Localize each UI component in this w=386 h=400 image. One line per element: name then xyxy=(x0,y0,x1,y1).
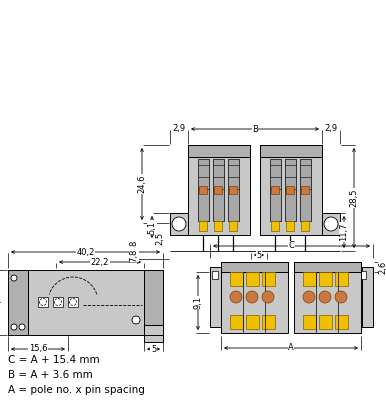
Bar xyxy=(301,186,309,194)
Bar xyxy=(319,315,332,329)
Text: B: B xyxy=(252,124,258,134)
Text: 2,9: 2,9 xyxy=(325,124,338,134)
Circle shape xyxy=(19,324,25,330)
Text: 5: 5 xyxy=(256,250,262,260)
Bar xyxy=(246,272,259,286)
Bar xyxy=(198,159,209,221)
Bar xyxy=(260,145,322,157)
Bar xyxy=(271,221,279,231)
Bar xyxy=(286,221,294,231)
Bar xyxy=(213,159,224,221)
Text: 2,6: 2,6 xyxy=(379,260,386,274)
Bar xyxy=(8,270,28,335)
Text: A: A xyxy=(288,344,294,352)
Bar xyxy=(260,145,322,235)
Text: C = A + 15.4 mm: C = A + 15.4 mm xyxy=(8,355,100,365)
Circle shape xyxy=(324,217,338,231)
Bar xyxy=(303,315,316,329)
Bar xyxy=(53,297,63,307)
Text: 28,5: 28,5 xyxy=(349,189,359,207)
Bar xyxy=(229,186,237,194)
Bar xyxy=(199,221,207,231)
Circle shape xyxy=(262,291,274,303)
Circle shape xyxy=(230,291,242,303)
Text: C: C xyxy=(289,242,295,250)
Bar xyxy=(8,270,163,335)
Bar xyxy=(230,272,243,286)
Text: 40,2: 40,2 xyxy=(76,248,95,256)
Bar xyxy=(262,272,275,286)
Bar xyxy=(322,213,340,235)
Text: 7,8: 7,8 xyxy=(129,239,139,253)
Circle shape xyxy=(11,324,17,330)
Text: B = A + 3.6 mm: B = A + 3.6 mm xyxy=(8,370,93,380)
Bar xyxy=(144,335,163,342)
Bar xyxy=(221,262,288,333)
Circle shape xyxy=(11,275,17,281)
Bar xyxy=(360,271,366,279)
Text: 18,3: 18,3 xyxy=(0,293,2,312)
Bar xyxy=(285,159,296,221)
Bar xyxy=(210,267,221,327)
Text: 22,2: 22,2 xyxy=(91,258,109,266)
Bar xyxy=(38,297,48,307)
Bar xyxy=(188,145,250,235)
Bar xyxy=(144,325,163,335)
Bar xyxy=(271,186,279,194)
Bar xyxy=(294,262,361,272)
Text: 2,5: 2,5 xyxy=(156,232,164,244)
Text: 5,1: 5,1 xyxy=(147,220,156,234)
Bar xyxy=(214,186,222,194)
Circle shape xyxy=(319,291,331,303)
Circle shape xyxy=(303,291,315,303)
Text: 7,8: 7,8 xyxy=(129,248,139,262)
Text: 5: 5 xyxy=(151,344,156,354)
Bar xyxy=(301,221,309,231)
Bar xyxy=(144,270,163,335)
Text: 2,9: 2,9 xyxy=(173,124,186,134)
Bar xyxy=(199,186,207,194)
Bar xyxy=(303,272,316,286)
Bar xyxy=(362,267,373,327)
Text: 15,6: 15,6 xyxy=(29,344,47,354)
Circle shape xyxy=(335,291,347,303)
Bar xyxy=(246,315,259,329)
Bar xyxy=(294,262,361,333)
Bar xyxy=(188,145,250,157)
Bar xyxy=(228,159,239,221)
Bar xyxy=(221,262,288,272)
Bar xyxy=(286,186,294,194)
Text: A = pole no. x pin spacing: A = pole no. x pin spacing xyxy=(8,385,145,395)
Bar xyxy=(300,159,311,221)
Bar xyxy=(230,315,243,329)
Bar xyxy=(214,221,222,231)
Bar xyxy=(335,272,348,286)
Bar xyxy=(229,221,237,231)
Circle shape xyxy=(246,291,258,303)
Text: 9,1: 9,1 xyxy=(193,296,203,309)
Bar xyxy=(212,271,218,279)
Circle shape xyxy=(132,316,140,324)
Bar xyxy=(262,315,275,329)
Text: 24,6: 24,6 xyxy=(137,175,147,193)
Bar xyxy=(68,297,78,307)
Bar xyxy=(170,213,188,235)
Bar xyxy=(270,159,281,221)
Text: 11,7: 11,7 xyxy=(340,223,349,241)
Bar xyxy=(319,272,332,286)
Bar xyxy=(335,315,348,329)
Circle shape xyxy=(172,217,186,231)
